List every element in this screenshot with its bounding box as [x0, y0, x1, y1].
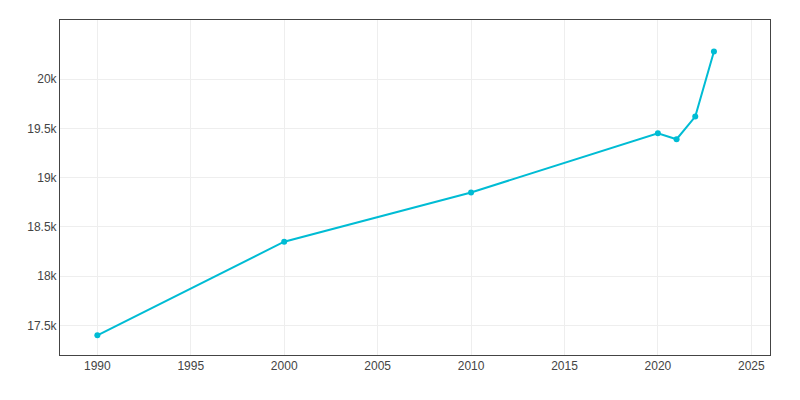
svg-text:19k: 19k	[37, 171, 57, 185]
svg-text:2000: 2000	[271, 359, 298, 373]
svg-text:1990: 1990	[84, 359, 111, 373]
svg-text:1995: 1995	[177, 359, 204, 373]
svg-text:2015: 2015	[551, 359, 578, 373]
svg-text:17.5k: 17.5k	[27, 319, 57, 333]
svg-text:18.5k: 18.5k	[27, 220, 57, 234]
svg-text:19.5k: 19.5k	[27, 122, 57, 136]
svg-text:2025: 2025	[738, 359, 765, 373]
svg-text:2005: 2005	[364, 359, 391, 373]
svg-text:18k: 18k	[37, 269, 57, 283]
svg-text:2020: 2020	[645, 359, 672, 373]
svg-text:2010: 2010	[458, 359, 485, 373]
svg-text:20k: 20k	[37, 72, 57, 86]
